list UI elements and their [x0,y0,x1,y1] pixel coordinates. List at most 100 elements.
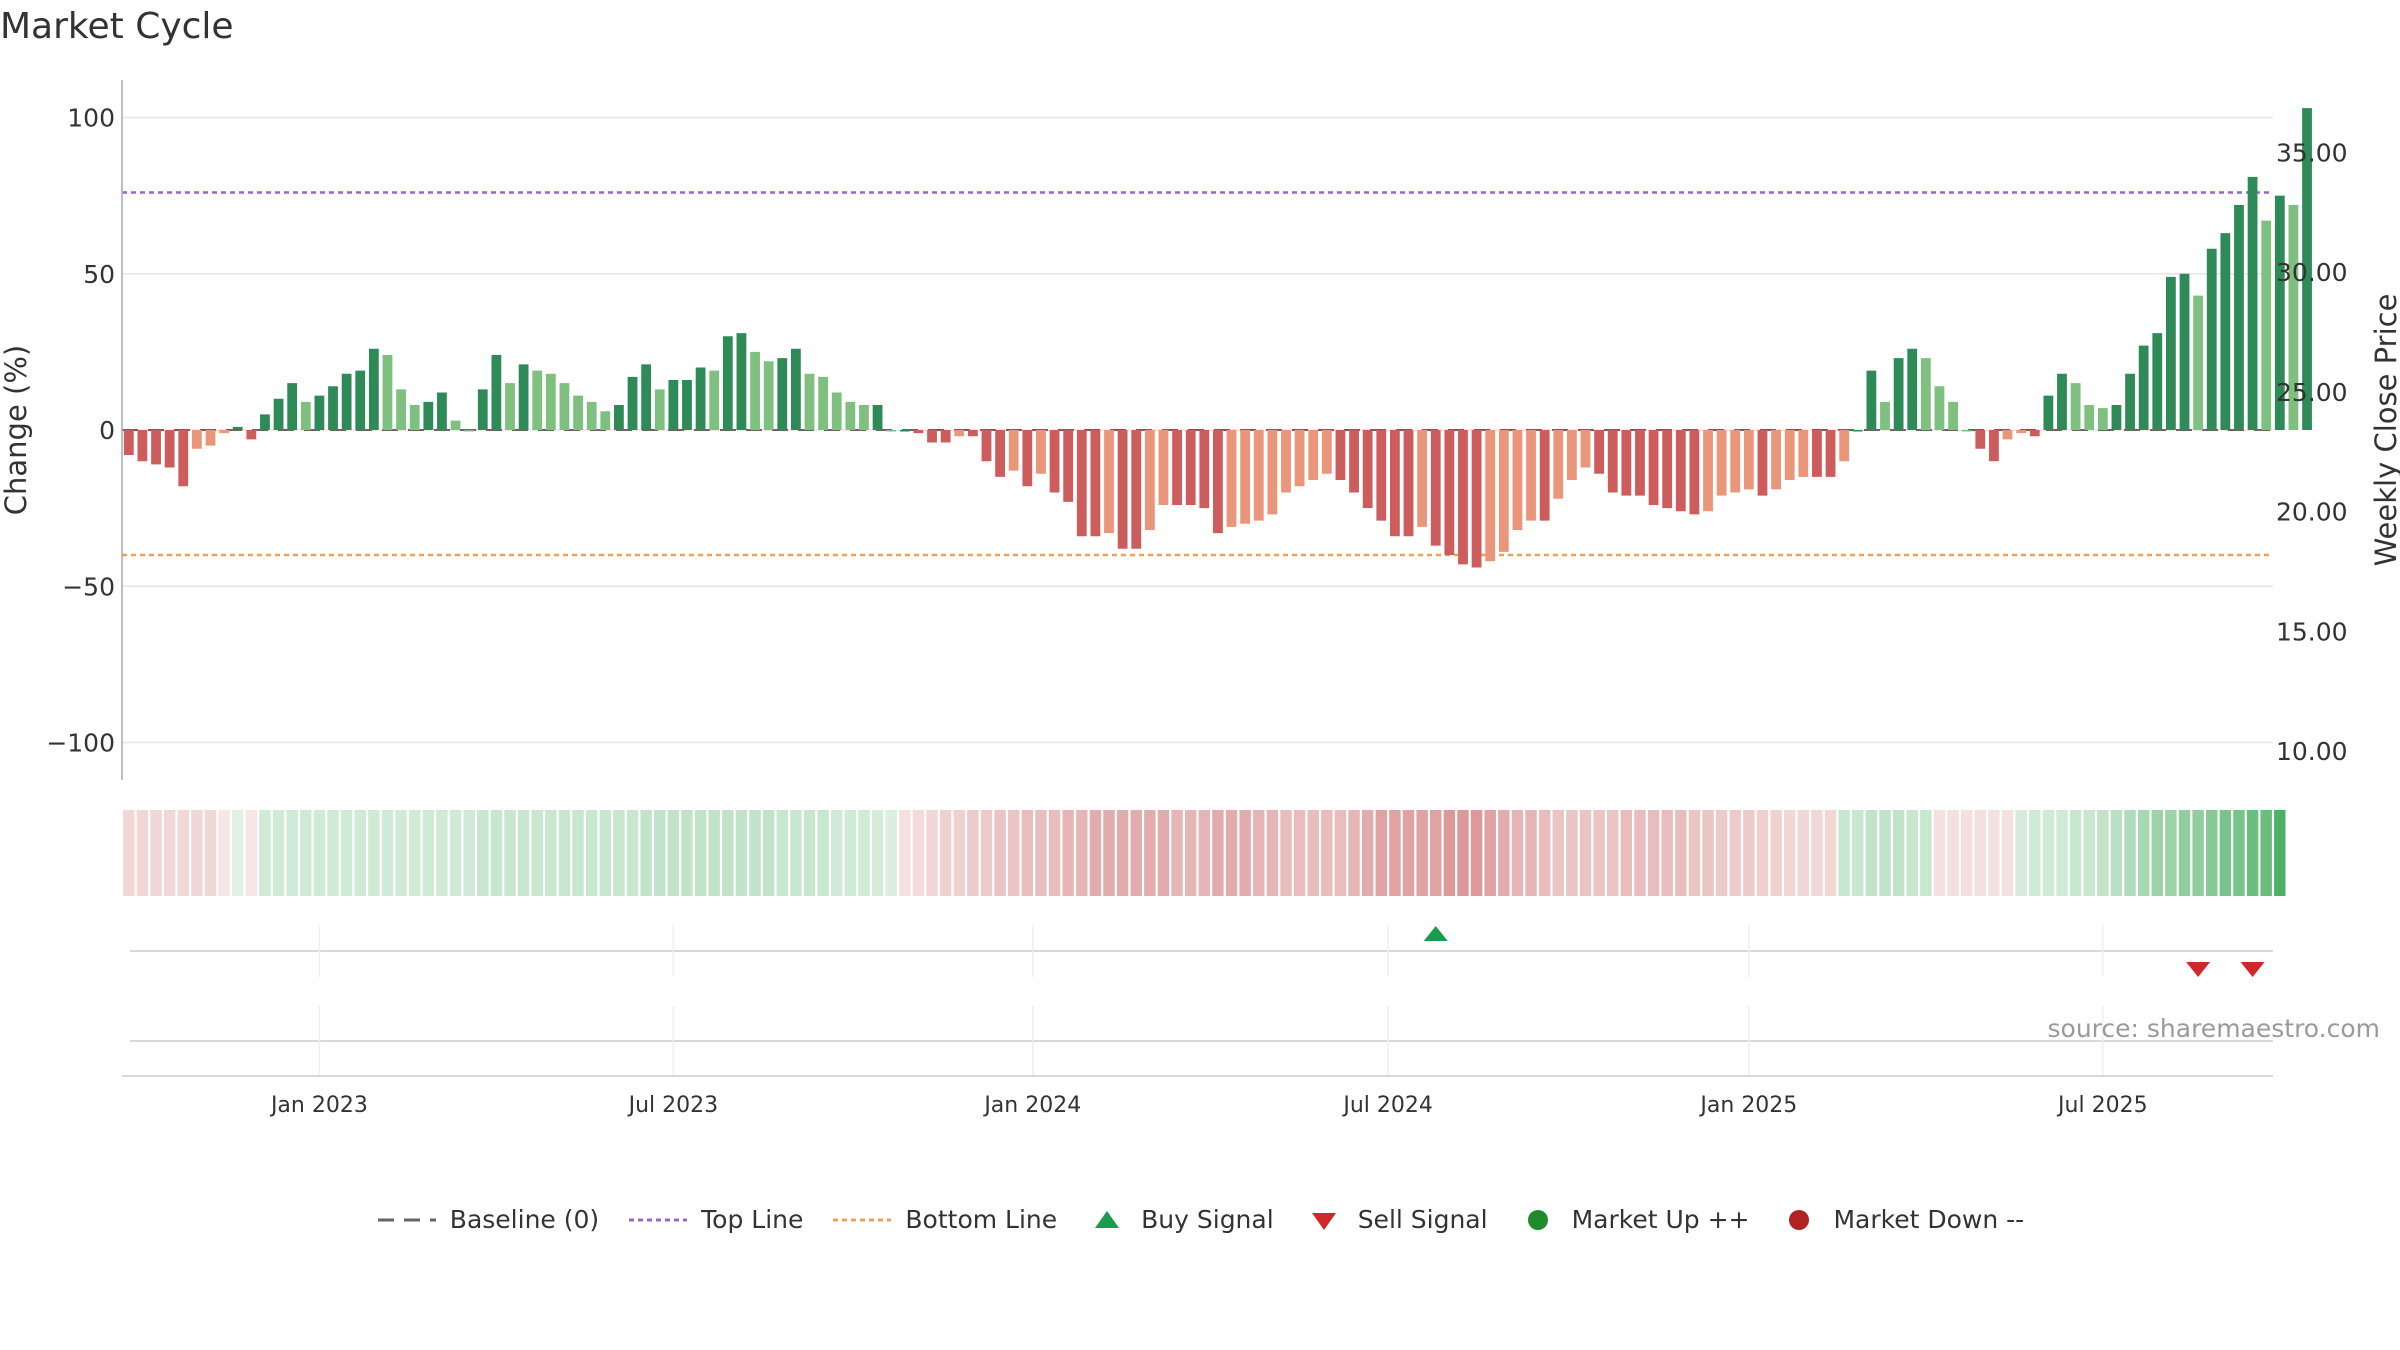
y-tick-label: 50 [83,260,115,289]
bar [2261,220,2272,430]
heatmap-cell [2056,810,2068,896]
heatmap-cell [1225,810,1238,896]
heatmap-cell [150,810,162,896]
bar [178,430,189,487]
heatmap-cell [1048,810,1061,896]
bar [614,405,624,430]
heatmap-cell [1212,810,1224,896]
heatmap-cell [1130,810,1142,896]
x-tick-label: Jan 2024 [982,1093,1081,1118]
heatmap-cell [2110,810,2123,896]
heatmap-cell [1361,810,1374,896]
heatmap-cell [2083,810,2095,896]
signals-panel [130,925,2273,1076]
heatmap-cell [735,810,748,896]
legend-market-down[interactable]: Market Down -- [1777,1205,2024,1234]
bar [859,405,869,430]
legend-baseline[interactable]: Baseline (0) [376,1205,599,1234]
heatmap-cell [776,810,788,896]
bar [1566,430,1577,480]
heatmap-cell [803,810,816,896]
heatmap-cell [980,810,993,896]
bar [627,376,638,430]
bar [709,370,720,430]
bar [940,430,951,443]
heatmap-cell [1579,810,1592,896]
bar [123,430,134,455]
buy-triangle-icon [1095,1210,1120,1228]
bar [1430,430,1441,546]
heatmap-cell [136,810,149,896]
bar [573,395,583,430]
heatmap-cell [477,810,489,896]
bar [1948,401,1958,430]
bar [1240,430,1251,524]
legend-bottom-line[interactable]: Bottom Line [831,1205,1057,1234]
legend-top-line[interactable]: Top Line [627,1205,803,1234]
bar [2097,408,2108,430]
heatmap-cell [1797,810,1810,896]
bar [1798,430,1809,477]
bar [1498,430,1509,552]
x-tick-label: Jul 2024 [1341,1093,1433,1118]
legend-buy[interactable]: Buy Signal [1085,1205,1274,1234]
heatmap-cell [1293,810,1306,896]
bar [1458,430,1468,565]
heatmap-cell [1988,810,2000,896]
heatmap-cell [1007,810,1020,896]
bar [872,405,883,430]
heatmap-cell [613,810,625,896]
bar [2165,276,2176,430]
heatmap-cell [1879,810,1891,896]
bar [1825,430,1836,477]
bar [1308,430,1319,480]
heatmap-cell [1402,810,1415,896]
bar [355,370,366,430]
bar [491,355,502,430]
bar [1199,430,1210,509]
bar [1226,430,1237,527]
heatmap-cell [939,810,952,896]
legend-baseline-label: Baseline (0) [449,1205,600,1234]
heatmap-cell [681,810,693,896]
heatmap-cell [1865,810,1878,896]
buy-signal-marker [1423,926,1448,941]
bar [137,430,148,462]
bar [1008,430,1019,471]
heatmap-cell [1321,810,1333,896]
bar [300,401,311,430]
heatmap-cell [2246,810,2259,896]
bar [1975,430,1986,449]
bar [981,430,992,462]
heatmap-cell [1607,810,1619,896]
heatmap-cell [2233,810,2245,896]
heatmap-cell [858,810,870,896]
bar [1852,430,1863,432]
bar [1376,430,1387,521]
bar [232,426,243,430]
bar [1893,358,1904,430]
heatmap-cell [1661,810,1673,896]
heatmap-cell [2015,810,2027,896]
bar [1784,430,1795,480]
bar [804,373,815,430]
heatmap-cell [1593,810,1605,896]
bar [722,336,733,430]
legend-market-up[interactable]: Market Up ++ [1516,1205,1749,1234]
bar [682,380,692,430]
heatmap-cell [694,810,707,896]
bar [1553,430,1564,499]
bar [954,430,965,437]
bar [1703,430,1713,512]
bar [1362,430,1373,509]
bar [1335,430,1346,480]
heatmap-cell [1566,810,1578,896]
bar [790,348,801,430]
bar [164,430,175,468]
heatmap-cell [885,810,897,896]
heatmap-cell [1076,810,1088,896]
heatmap-cell [1688,810,1701,896]
heatmap-cell [354,810,366,896]
heatmap-cell [2151,810,2163,896]
legend-sell[interactable]: Sell Signal [1302,1205,1488,1234]
